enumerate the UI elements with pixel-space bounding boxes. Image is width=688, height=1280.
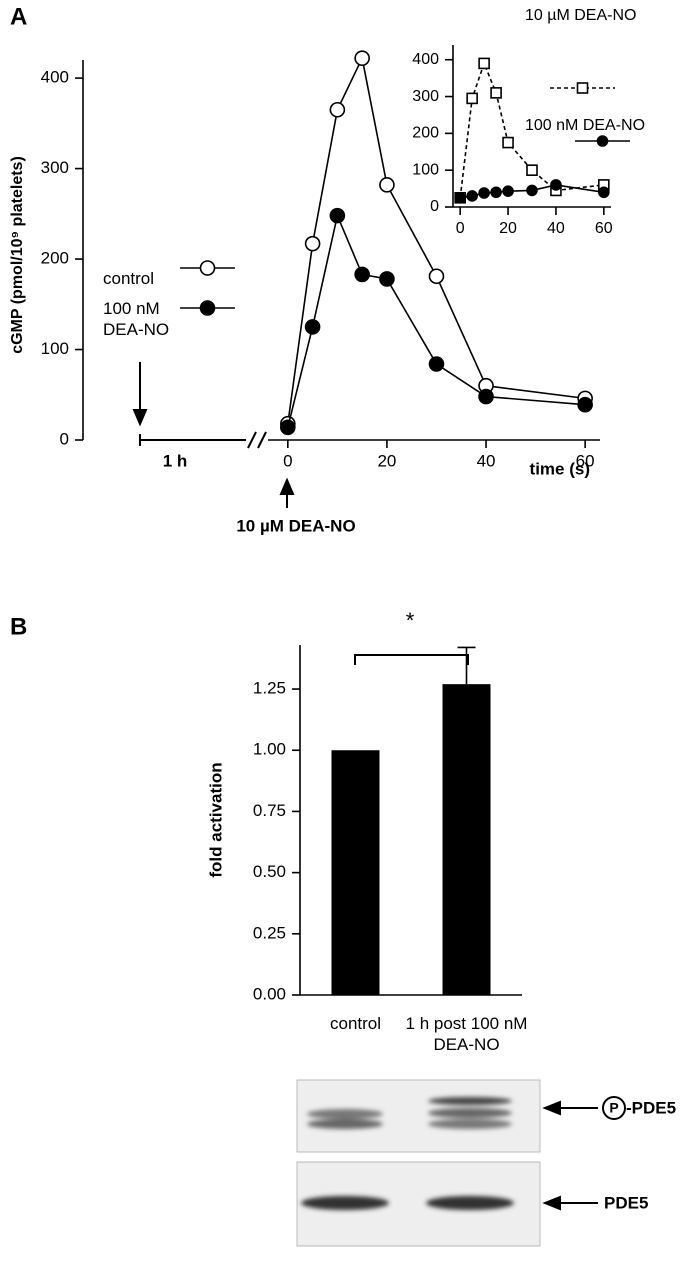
marker — [428, 268, 445, 285]
y-tick-label: 200 — [412, 125, 439, 142]
marker — [478, 388, 494, 405]
legend-marker — [596, 135, 609, 147]
marker — [478, 57, 490, 70]
y-tick-label: 0.25 — [253, 923, 286, 942]
panel-label: B — [10, 613, 27, 640]
y-tick-label: 300 — [412, 88, 439, 105]
marker — [490, 186, 502, 199]
x-tick-label: 60 — [595, 220, 613, 237]
marker — [304, 319, 321, 335]
arrow-head — [132, 409, 148, 427]
error-bar — [457, 646, 476, 685]
legend-label: 10 µM DEA-NO — [525, 7, 637, 24]
x-axis-label: time (s) — [530, 459, 590, 478]
layout — [132, 362, 626, 1247]
marker — [490, 87, 502, 99]
legend-label: 100 nM DEA-NO — [525, 117, 646, 134]
x-tick-label: 20 — [499, 220, 517, 237]
annotation: 10 µM DEA-NO — [236, 516, 355, 535]
y-tick-label: 1.25 — [253, 679, 286, 698]
x-tick-label: 0 — [456, 220, 465, 237]
marker — [502, 185, 514, 197]
marker — [478, 187, 490, 199]
marker — [304, 235, 321, 252]
y-tick-label: 400 — [412, 51, 439, 68]
blot-label: -PDE5 — [626, 1098, 676, 1117]
blot-label: P — [609, 1100, 618, 1116]
y-tick-label: 400 — [41, 68, 69, 87]
marker — [526, 164, 538, 176]
marker — [598, 186, 610, 199]
y-tick-label: 0.50 — [253, 862, 286, 881]
marker — [550, 179, 562, 191]
marker — [379, 177, 395, 193]
bracket — [354, 654, 469, 665]
x-tick-label: 40 — [547, 220, 565, 237]
y-tick-label: 100 — [41, 339, 69, 358]
marker — [280, 419, 296, 436]
y-tick-label: 200 — [41, 249, 69, 268]
marker — [329, 207, 346, 224]
marker — [466, 92, 478, 105]
legend-label: control — [103, 269, 155, 288]
legend-marker — [199, 260, 216, 276]
y-tick-label: 0 — [60, 429, 69, 448]
y-tick-label: 100 — [412, 161, 439, 178]
axis-break — [257, 431, 267, 449]
x-tick-label: 0 — [283, 451, 292, 470]
y-tick-label: 1.00 — [253, 740, 286, 759]
annotation: 1 h — [163, 451, 188, 470]
series-line — [287, 55, 586, 424]
legend-label: 100 nM DEA-NO — [103, 299, 170, 339]
x-tick-label: 60 — [576, 451, 595, 470]
marker — [354, 50, 370, 66]
y-axis-label: cGMP (pmol/10⁹ platelets) — [9, 156, 26, 354]
bar — [442, 684, 491, 995]
axis-break — [247, 431, 257, 449]
y-tick-label: 0 — [430, 198, 439, 215]
legend-marker — [199, 300, 216, 316]
panel-label: A — [10, 3, 27, 30]
x-tick-label: 20 — [377, 451, 396, 470]
blot-bands — [301, 1097, 514, 1210]
x-tick-label: 40 — [477, 451, 496, 470]
marker — [577, 396, 593, 413]
series-line — [287, 212, 586, 428]
marker — [428, 356, 445, 372]
marker — [502, 136, 514, 149]
significance: * — [406, 608, 415, 633]
arrow-head — [542, 1195, 561, 1211]
y-tick-label: 0.75 — [253, 801, 286, 820]
marker — [329, 101, 346, 118]
bar — [331, 750, 380, 995]
marker — [354, 266, 370, 283]
blot-label: PDE5 — [604, 1193, 648, 1212]
y-axis-label: fold activation — [206, 762, 225, 877]
arrow-head — [279, 477, 295, 495]
marker — [379, 271, 395, 287]
p-circle — [602, 1096, 626, 1120]
legend-marker — [576, 82, 589, 94]
arrow-head — [542, 1100, 561, 1116]
y-tick-label: 0.00 — [253, 984, 286, 1003]
marker — [526, 184, 538, 197]
x-tick-label: 1 h post 100 nM DEA-NO — [405, 1014, 528, 1054]
y-tick-label: 300 — [41, 158, 69, 177]
marker — [454, 191, 466, 204]
x-tick-label: control — [329, 1014, 382, 1033]
marker — [466, 190, 478, 202]
